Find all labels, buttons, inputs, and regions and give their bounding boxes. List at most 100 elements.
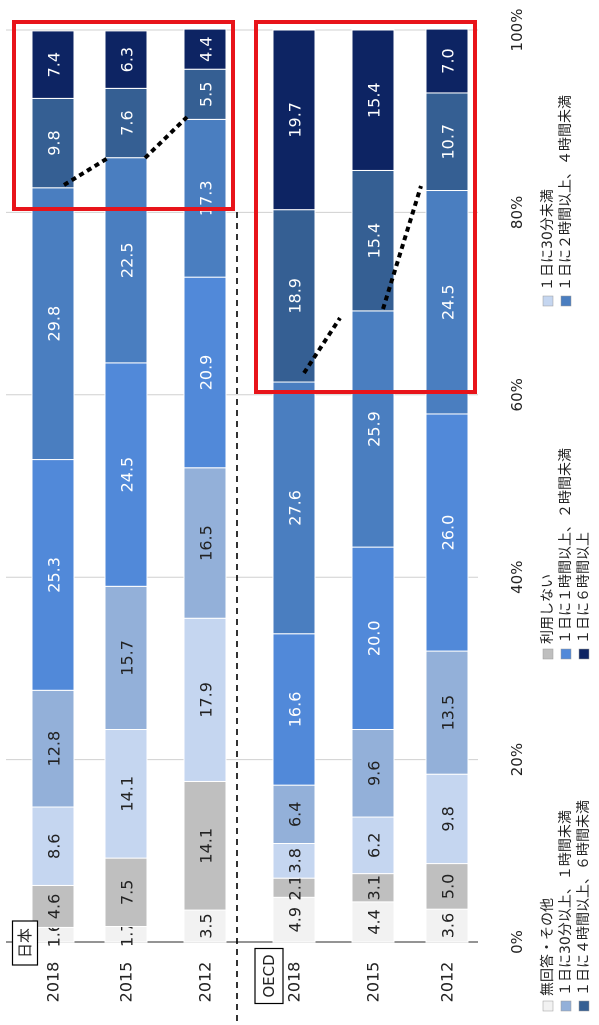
data-label: 26.0 <box>439 515 458 551</box>
group-box <box>11 920 39 966</box>
data-label: 5.5 <box>197 82 216 107</box>
legend-label: １日に30分未満 <box>540 189 556 291</box>
bar-segment <box>104 857 148 927</box>
data-label: 17.9 <box>197 682 216 718</box>
row-label: 2012 <box>438 962 457 1003</box>
axis-tick-label: 0% <box>508 930 526 954</box>
bar-segment <box>425 773 469 865</box>
legend-swatch <box>560 295 572 307</box>
data-label: 3.6 <box>439 913 458 938</box>
chart-root: 0% 20% 40% 60% 80% 100% 1.6 4.6 8.6 12.8 25.3 29.8 9… <box>6 9 592 1025</box>
data-label: 9.8 <box>45 130 64 155</box>
bar-segment <box>272 209 316 383</box>
data-label: 24.5 <box>439 284 458 320</box>
data-label: 18.9 <box>286 278 305 314</box>
axis-tick-label: 80% <box>508 196 526 229</box>
data-label: 22.5 <box>118 242 137 278</box>
group-label-box: OECD <box>254 947 284 1005</box>
row-label: 2015 <box>364 962 383 1003</box>
legend-swatch <box>578 648 590 660</box>
row-label: 2018 <box>285 962 304 1003</box>
row-label: 2018 <box>44 962 63 1003</box>
bar-segment <box>425 863 469 910</box>
data-label: 15.4 <box>365 223 384 259</box>
data-label: 9.6 <box>365 761 384 786</box>
data-label: 1.7 <box>118 922 137 947</box>
bar-segment <box>351 729 395 818</box>
bar-segment <box>425 28 469 94</box>
legend-label: １日に２時間以上、４時間未満 <box>558 95 574 291</box>
legend-swatch <box>560 648 572 660</box>
data-label: 3.1 <box>365 875 384 900</box>
bar-segment <box>425 92 469 192</box>
bar-segment <box>31 187 75 461</box>
bar-segment <box>31 97 75 189</box>
bar-segment <box>31 884 75 928</box>
bar-segment <box>104 729 148 859</box>
bar-segment <box>183 909 227 943</box>
bar-segment <box>104 585 148 731</box>
data-label: 9.8 <box>439 806 458 831</box>
data-label: 12.8 <box>45 731 64 767</box>
bar-segment <box>104 362 148 587</box>
data-label: 25.3 <box>45 557 64 593</box>
legend-swatch <box>542 1000 554 1012</box>
axis-tick-label: 40% <box>508 561 526 594</box>
bar-segment <box>351 901 395 943</box>
group-label: OECD <box>260 954 278 997</box>
data-label: 15.4 <box>365 82 384 118</box>
highlight-box-oecd <box>254 20 477 394</box>
axis-tick-label: 60% <box>508 378 526 411</box>
data-label: 6.2 <box>365 833 384 858</box>
axis-tick-label: 20% <box>508 743 526 776</box>
data-label: 14.1 <box>118 776 137 812</box>
legend-label: １日に１時間以上、２時間未満 <box>558 448 574 644</box>
data-label: 13.5 <box>439 695 458 731</box>
legend-swatch <box>560 1000 572 1012</box>
bar-segment <box>351 873 395 903</box>
bar-segment <box>31 30 75 99</box>
bar-segment <box>351 169 395 312</box>
data-label: 16.5 <box>197 525 216 561</box>
legend-label: １日に４時間以上、６時間未満 <box>576 800 592 996</box>
data-label: 6.4 <box>286 802 305 827</box>
data-label: 5.0 <box>439 874 458 899</box>
data-label: 15.7 <box>118 640 137 676</box>
row-label: 2012 <box>196 962 215 1003</box>
data-label: 2.1 <box>286 875 305 900</box>
bar-segment <box>425 190 469 415</box>
highlight-box-japan <box>12 20 235 211</box>
data-label: 24.5 <box>118 457 137 493</box>
legend-label: 無回答・その他 <box>539 898 556 996</box>
data-label: 16.6 <box>286 692 305 728</box>
group-box <box>254 947 284 1005</box>
data-label: 4.6 <box>45 894 64 919</box>
bar-segment <box>351 816 395 875</box>
bar-segment <box>272 784 316 845</box>
data-label: 4.4 <box>197 36 216 61</box>
data-label: 27.6 <box>286 490 305 526</box>
data-label: 20.0 <box>365 620 384 656</box>
bar-segment <box>183 780 227 911</box>
data-label: 6.3 <box>118 47 137 72</box>
data-label: 10.7 <box>439 124 458 160</box>
data-label: 3.8 <box>286 848 305 873</box>
data-label: 20.9 <box>197 355 216 391</box>
legend-label: 利用しない <box>540 574 556 644</box>
legend-label: １日に６時間以上 <box>576 532 592 644</box>
bar-segment <box>425 650 469 775</box>
trend-connector <box>381 185 423 310</box>
bar-segment <box>183 617 227 782</box>
trend-connector <box>143 115 189 160</box>
bar-segment <box>104 30 148 89</box>
group-label: 日本 <box>16 928 34 958</box>
data-label: 29.8 <box>45 306 64 342</box>
legend-swatch <box>578 1000 590 1012</box>
data-label: 7.0 <box>439 48 458 73</box>
axis-tick-label: 100% <box>508 9 526 52</box>
bar-segment <box>183 276 227 469</box>
trend-connector <box>302 316 342 375</box>
data-label: 7.4 <box>45 52 64 77</box>
data-label: 3.5 <box>197 913 216 938</box>
